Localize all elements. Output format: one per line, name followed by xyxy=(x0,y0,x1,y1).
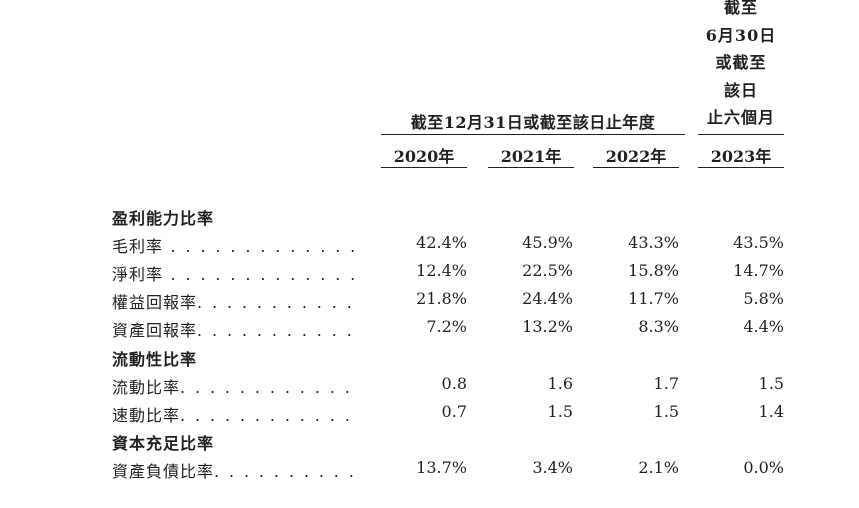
cell-roe-2021: 24.4% xyxy=(522,289,573,308)
cell-debt-ratio-2021: 3.4% xyxy=(532,458,573,477)
cell-roe-2020: 21.8% xyxy=(416,289,467,308)
year-rule-2022 xyxy=(593,167,679,168)
dot-leader: . . . . . . . . . . . . . . . . . . . xyxy=(170,265,360,284)
cell-roa-2023: 4.4% xyxy=(743,317,784,336)
row-label-debt-to-asset-ratio: 資產負債比率. . . . . . . . . . . . . . xyxy=(112,458,359,482)
cell-net-margin-2021: 22.5% xyxy=(522,261,573,280)
row-label-text: 資產負債比率 xyxy=(112,462,215,481)
dot-leader: . . . . . . . . . . . . . . xyxy=(214,462,359,481)
header-line: 截至 xyxy=(723,0,758,17)
year-rule-2020 xyxy=(381,167,467,168)
cell-current-ratio-2020: 0.8 xyxy=(441,374,467,393)
cell-roe-2022: 11.7% xyxy=(628,289,679,308)
cell-roa-2020: 7.2% xyxy=(426,317,467,336)
six-month-column-header: 截至 6月30日 或截至 該日 止六個月 xyxy=(698,0,784,132)
cell-quick-ratio-2020: 0.7 xyxy=(441,402,467,421)
row-label-gross-margin: 毛利率 . . . . . . . . . . . . . . . . . . … xyxy=(112,233,359,257)
row-label-text: 淨利率 xyxy=(112,265,164,284)
cell-current-ratio-2023: 1.5 xyxy=(758,374,784,393)
cell-current-ratio-2021: 1.6 xyxy=(547,374,573,393)
cell-gross-margin-2021: 45.9% xyxy=(522,233,573,252)
row-label-text: 權益回報率 xyxy=(112,293,198,312)
cell-roe-2023: 5.8% xyxy=(743,289,784,308)
year-rule-2023 xyxy=(698,167,784,168)
year-rule-2021 xyxy=(488,167,574,168)
cell-current-ratio-2022: 1.7 xyxy=(653,374,679,393)
year-header-2020: 2020年 xyxy=(393,147,455,166)
row-label-return-on-equity: 權益回報率. . . . . . . . . . . . . . . . xyxy=(112,289,359,313)
row-label-quick-ratio: 速動比率. . . . . . . . . . . . . . . . . . xyxy=(112,402,359,426)
year-header-2023: 2023年 xyxy=(710,147,772,166)
header-line: 該日 xyxy=(723,80,758,100)
cell-gross-margin-2020: 42.4% xyxy=(416,233,467,252)
cell-debt-ratio-2023: 0.0% xyxy=(743,458,784,477)
dot-leader: . . . . . . . . . . . . . . . . xyxy=(197,293,359,312)
cell-debt-ratio-2020: 13.7% xyxy=(416,458,467,477)
header-line: 或截至 xyxy=(715,53,767,72)
year-header-2021: 2021年 xyxy=(500,147,562,166)
section-title-profitability: 盈利能力比率 xyxy=(112,209,215,228)
cell-gross-margin-2023: 43.5% xyxy=(733,233,784,252)
cell-net-margin-2022: 15.8% xyxy=(628,261,679,280)
cell-quick-ratio-2022: 1.5 xyxy=(653,402,679,421)
six-month-header-rule xyxy=(698,134,784,135)
dot-leader: . . . . . . . . . . . . . . . . . . xyxy=(180,378,359,397)
cell-net-margin-2020: 12.4% xyxy=(416,261,467,280)
group-header-rule xyxy=(381,134,685,135)
header-line: 6月30日 xyxy=(705,25,777,45)
header-line: 止六個月 xyxy=(706,108,775,127)
fiscal-year-group-header: 截至12月31日或截至該日止年度 xyxy=(410,113,656,132)
cell-debt-ratio-2022: 2.1% xyxy=(638,458,679,477)
row-label-text: 速動比率 xyxy=(112,406,181,425)
row-label-return-on-assets: 資產回報率. . . . . . . . . . . . . . . . xyxy=(112,317,359,341)
section-title-liquidity: 流動性比率 xyxy=(112,350,198,369)
cell-roa-2022: 8.3% xyxy=(638,317,679,336)
dot-leader: . . . . . . . . . . . . . . . . . . . xyxy=(170,237,360,256)
year-header-2022: 2022年 xyxy=(605,147,667,166)
cell-quick-ratio-2023: 1.4 xyxy=(758,402,784,421)
cell-net-margin-2023: 14.7% xyxy=(733,261,784,280)
row-label-current-ratio: 流動比率. . . . . . . . . . . . . . . . . . xyxy=(112,374,359,398)
dot-leader: . . . . . . . . . . . . . . . . xyxy=(197,321,359,340)
row-label-text: 資產回報率 xyxy=(112,321,198,340)
dot-leader: . . . . . . . . . . . . . . . . . . xyxy=(180,406,359,425)
row-label-text: 毛利率 xyxy=(112,237,164,256)
row-label-net-margin: 淨利率 . . . . . . . . . . . . . . . . . . … xyxy=(112,261,359,285)
cell-gross-margin-2022: 43.3% xyxy=(628,233,679,252)
section-title-capital-adequacy: 資本充足比率 xyxy=(112,434,215,453)
cell-roa-2021: 13.2% xyxy=(522,317,573,336)
row-label-text: 流動比率 xyxy=(112,378,181,397)
cell-quick-ratio-2021: 1.5 xyxy=(547,402,573,421)
